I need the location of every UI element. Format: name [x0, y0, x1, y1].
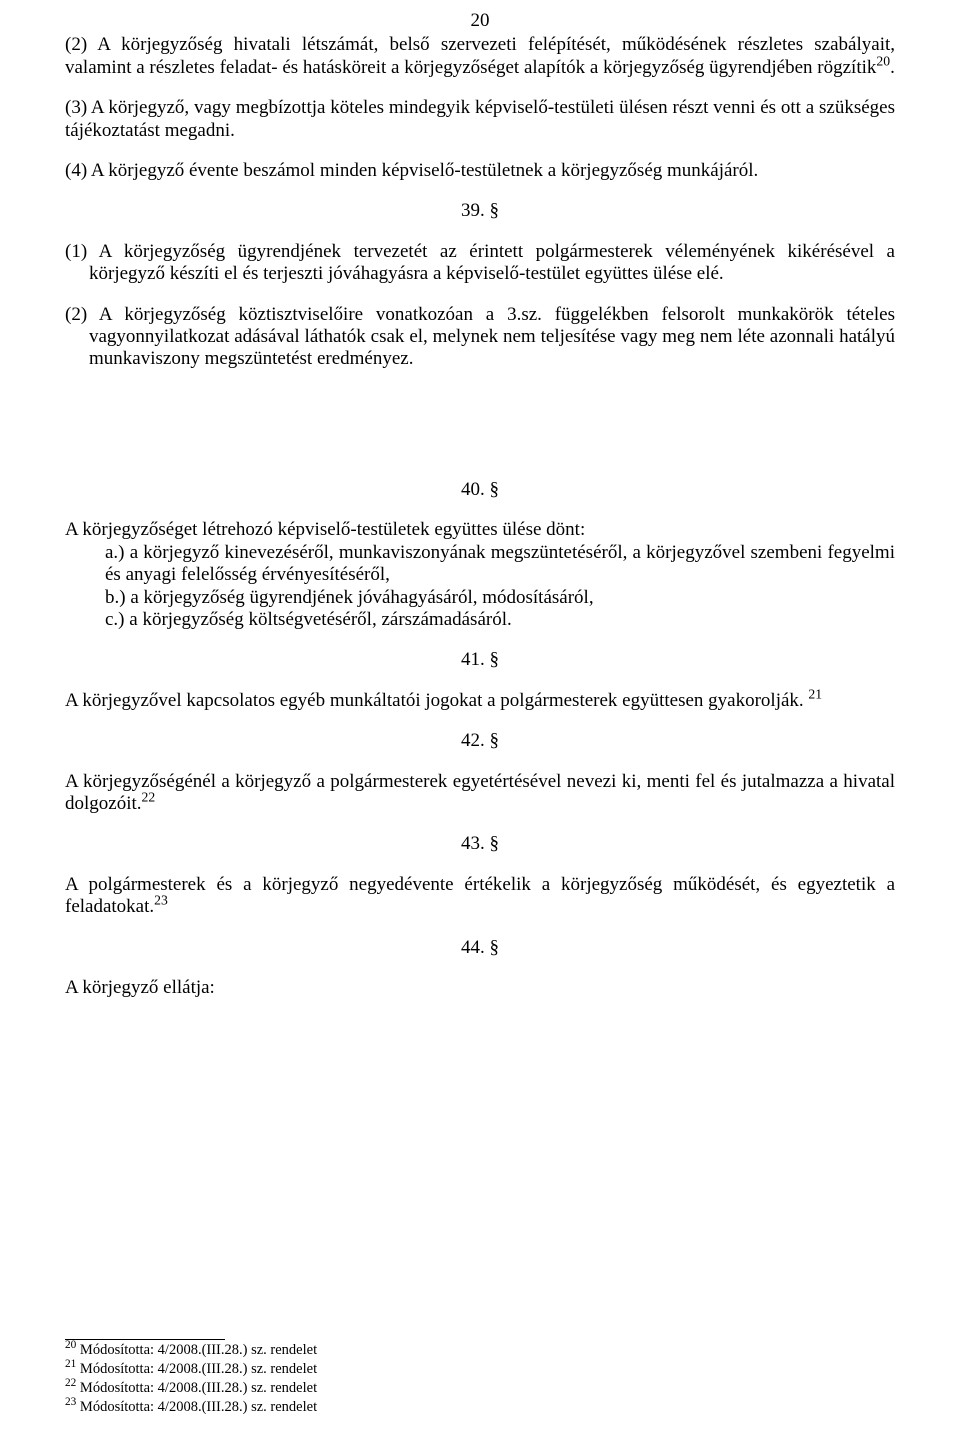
page-number: 20: [65, 10, 895, 32]
footnote-ref-20: 20: [876, 53, 890, 68]
footnote-23: 23 Módosította: 4/2008.(III.28.) sz. ren…: [65, 1398, 895, 1416]
paragraph-4: (4) A körjegyző évente beszámol minden k…: [65, 160, 895, 182]
spacer: [65, 389, 895, 479]
section-39-heading: 39. §: [65, 200, 895, 222]
section-43-heading: 43. §: [65, 833, 895, 855]
footnotes-block: 20 Módosította: 4/2008.(III.28.) sz. ren…: [65, 1339, 895, 1417]
section-44-text: A körjegyző ellátja:: [65, 977, 895, 999]
footnote-ref-22: 22: [142, 790, 156, 805]
footnote-separator: [65, 1339, 225, 1340]
footnote-ref-23: 23: [154, 893, 168, 908]
section-41-heading: 41. §: [65, 649, 895, 671]
paragraph-2-text: (2) A körjegyzőség hivatali létszámát, b…: [65, 34, 895, 77]
footnote-22-num: 22: [65, 1377, 76, 1389]
section-39-para-2: (2) A körjegyzőség köztisztviselőire von…: [65, 304, 895, 371]
section-42-para: A körjegyzőségénél a körjegyző a polgárm…: [65, 771, 895, 816]
footnote-ref-21: 21: [808, 686, 822, 701]
section-39-1-text: (1) A körjegyzőség ügyrendjének tervezet…: [65, 241, 895, 286]
paragraph-2-end: .: [890, 57, 895, 78]
section-40-b: b.) a körjegyzőség ügyrendjének jóváhagy…: [105, 587, 895, 609]
section-43-text: A polgármesterek és a körjegyző negyedév…: [65, 874, 895, 917]
section-40-heading: 40. §: [65, 479, 895, 501]
section-40-intro: A körjegyzőséget létrehozó képviselő-tes…: [65, 519, 895, 541]
section-42-text: A körjegyzőségénél a körjegyző a polgárm…: [65, 771, 895, 814]
section-41-text: A körjegyzővel kapcsolatos egyéb munkált…: [65, 690, 804, 711]
section-39-2-text: (2) A körjegyzőség köztisztviselőire von…: [65, 304, 895, 371]
footnote-22: 22 Módosította: 4/2008.(III.28.) sz. ren…: [65, 1379, 895, 1397]
document-page: 20 (2) A körjegyzőség hivatali létszámát…: [0, 0, 960, 1448]
footnote-21-text: Módosította: 4/2008.(III.28.) sz. rendel…: [76, 1361, 317, 1377]
section-42-heading: 42. §: [65, 730, 895, 752]
footnote-21-num: 21: [65, 1358, 76, 1370]
paragraph-3: (3) A körjegyző, vagy megbízottja kötele…: [65, 97, 895, 142]
section-40-a: a.) a körjegyző kinevezéséről, munkavisz…: [105, 542, 895, 587]
footnote-20-text: Módosította: 4/2008.(III.28.) sz. rendel…: [76, 1342, 317, 1358]
footnote-20-num: 20: [65, 1339, 76, 1351]
section-43-para: A polgármesterek és a körjegyző negyedév…: [65, 874, 895, 919]
footnote-20: 20 Módosította: 4/2008.(III.28.) sz. ren…: [65, 1341, 895, 1359]
section-41-para: A körjegyzővel kapcsolatos egyéb munkált…: [65, 690, 895, 712]
paragraph-2: (2) A körjegyzőség hivatali létszámát, b…: [65, 34, 895, 79]
section-40-c: c.) a körjegyzőség költségvetéséről, zár…: [105, 609, 895, 631]
footnote-22-text: Módosította: 4/2008.(III.28.) sz. rendel…: [76, 1380, 317, 1396]
footnote-23-text: Módosította: 4/2008.(III.28.) sz. rendel…: [76, 1399, 317, 1415]
footnote-21: 21 Módosította: 4/2008.(III.28.) sz. ren…: [65, 1360, 895, 1378]
section-44-heading: 44. §: [65, 937, 895, 959]
section-39-para-1: (1) A körjegyzőség ügyrendjének tervezet…: [65, 241, 895, 286]
footnote-23-num: 23: [65, 1396, 76, 1408]
